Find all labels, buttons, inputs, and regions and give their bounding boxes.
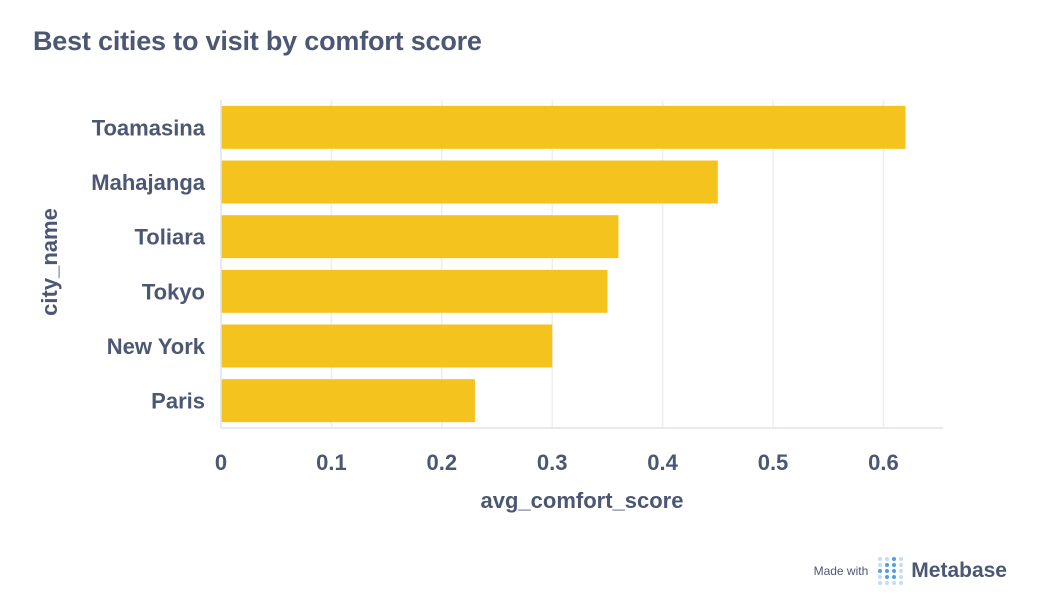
y-tick-label: Tokyo <box>142 279 205 304</box>
bar-toliara[interactable] <box>221 215 619 259</box>
bar-mahajanga[interactable] <box>221 160 718 204</box>
x-axis-title: avg_comfort_score <box>481 488 684 513</box>
made-with-text: Made with <box>813 564 869 578</box>
bar-paris[interactable] <box>221 379 475 423</box>
y-tick-label: Toliara <box>134 225 205 250</box>
chart-title: Best cities to visit by comfort score <box>33 26 482 56</box>
y-tick-label: Paris <box>151 389 205 414</box>
grid-lines <box>330 100 885 428</box>
x-tick-label: 0.4 <box>647 450 678 475</box>
brand-name: Metabase <box>911 559 1007 582</box>
axis-labels: 0 0.1 0.2 0.3 0.4 0.5 0.6 Toamasina Mahajanga Tol… <box>37 115 899 513</box>
y-tick-label: Mahajanga <box>91 170 205 195</box>
bar-toamasina[interactable] <box>221 105 906 149</box>
footer-attribution: Made with Metabase <box>814 556 1007 586</box>
x-tick-label: 0 <box>215 450 227 475</box>
bar-new-york[interactable] <box>221 324 553 368</box>
metabase-logo-icon <box>878 557 904 585</box>
x-tick-label: 0.2 <box>427 450 458 475</box>
y-tick-label: New York <box>107 334 206 359</box>
x-tick-label: 0.3 <box>537 450 568 475</box>
axes <box>220 100 943 429</box>
y-axis-title: city_name <box>37 208 62 316</box>
bar-tokyo[interactable] <box>221 269 608 313</box>
x-tick-label: 0.6 <box>868 450 899 475</box>
bars <box>221 105 906 423</box>
x-tick-label: 0.1 <box>316 450 347 475</box>
x-tick-label: 0.5 <box>758 450 789 475</box>
y-tick-label: Toamasina <box>92 115 206 140</box>
